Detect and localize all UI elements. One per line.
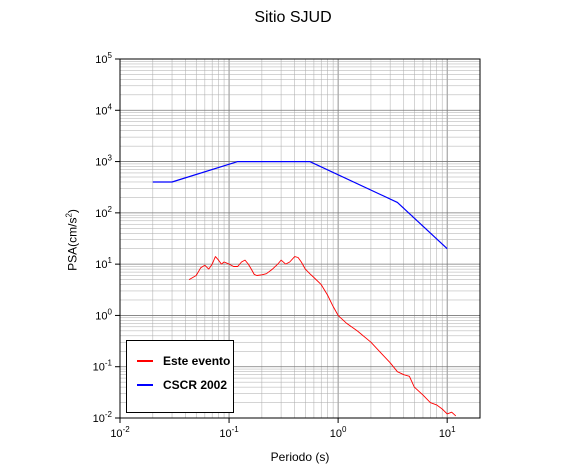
plot-frame [119, 58, 481, 419]
y-tick-label: 10-2 [93, 410, 113, 425]
y-axis-label-sup: 2 [64, 213, 74, 218]
y-tick-label: 104 [95, 102, 112, 117]
legend-label: CSCR 2002 [163, 378, 228, 392]
chart-title: Sitio SJUD [254, 9, 332, 26]
x-axis-label: Periodo (s) [270, 450, 330, 464]
x-tick-label: 101 [439, 425, 456, 440]
legend-item-este-evento: Este evento [137, 353, 230, 369]
series-line-este-evento [188, 256, 457, 417]
legend-item-cscr-2002: CSCR 2002 [137, 377, 227, 393]
series-lines [152, 161, 457, 417]
y-tick-label: 101 [95, 256, 112, 271]
x-tick-label: 100 [330, 425, 347, 440]
legend: Este evento CSCR 2002 [126, 340, 234, 413]
y-axis-label: PSA(cm/s2) [65, 209, 80, 271]
y-tick-label: 10-1 [93, 359, 113, 374]
x-tick-label: 10-2 [110, 425, 130, 440]
y-axis-label-tail: ) [65, 209, 80, 214]
legend-swatch-blue [137, 384, 153, 386]
y-axis-label-main: PSA(cm/s [65, 217, 80, 271]
legend-label: Este evento [163, 354, 231, 368]
legend-swatch-red [137, 360, 153, 362]
y-tick-label: 100 [95, 307, 112, 322]
y-tick-label: 103 [95, 154, 112, 169]
x-axis-ticks: 10-2 10-1 100 101 [110, 418, 456, 440]
x-tick-label: 10-1 [219, 425, 239, 440]
y-tick-label: 102 [95, 205, 112, 220]
series-line-cscr-2002 [152, 161, 448, 250]
y-axis-ticks: 10-2 10-1 100 101 102 103 104 105 [93, 51, 120, 425]
y-tick-label: 105 [95, 51, 112, 66]
